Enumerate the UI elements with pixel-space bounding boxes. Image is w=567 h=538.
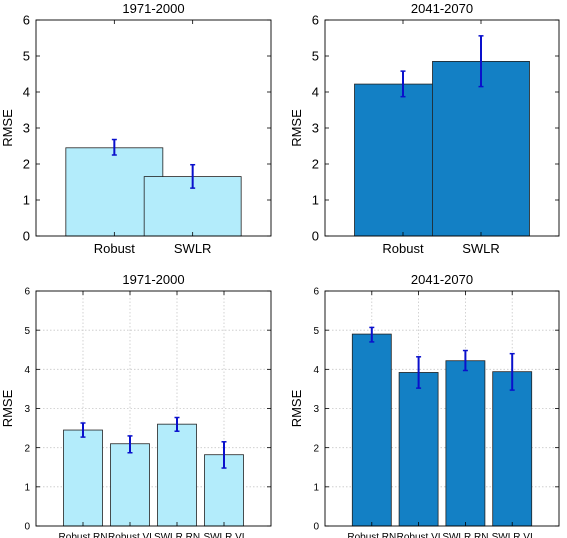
x-tick-label: Robust VI [108,532,152,538]
y-tick-label: 5 [23,49,30,64]
y-tick-label: 4 [313,365,319,376]
y-tick-label: 0 [313,522,319,533]
y-tick-label: 4 [24,365,30,376]
y-tick-label: 2 [24,443,30,454]
y-tick-label: 0 [312,229,319,244]
y-tick-label: 4 [23,85,30,100]
bar [432,61,530,237]
y-tick-label: 6 [23,13,30,28]
x-tick-label: SWLR VI [492,532,533,538]
y-tick-label: 1 [313,482,319,493]
y-tick-label: 2 [23,157,30,172]
y-tick-label: 0 [23,229,30,244]
y-tick-label: 3 [24,404,30,415]
y-tick-label: 3 [23,121,30,136]
y-axis-label: RMSE [289,389,304,427]
y-tick-label: 6 [313,287,319,298]
y-tick-label: 5 [313,326,319,337]
y-tick-label: 5 [24,326,30,337]
bar [63,429,103,527]
y-tick-label: 6 [24,287,30,298]
x-tick-label: Robust [382,241,424,256]
chart-panel-bottom-right: 2041-2070 RMSE 0 1 2 3 4 5 6 Robust RN Robust VI… [289,272,560,538]
bar [351,333,392,527]
x-tick-label: Robust VI [397,532,441,538]
chart-title: 2041-2070 [411,272,473,287]
chart-title: 1971-2000 [122,1,184,16]
y-tick-label: 2 [313,443,319,454]
y-tick-label: 1 [24,482,30,493]
bar [398,372,439,527]
chart-title: 2041-2070 [411,1,473,16]
y-tick-label: 5 [312,49,319,64]
bar [445,360,486,527]
bar [110,443,150,527]
y-tick-label: 1 [23,193,30,208]
y-axis-label: RMSE [289,109,304,147]
chart-panel-bottom-left: 1971-2000 RMSE 0 1 2 3 4 5 6 Robust RN Robust VI… [0,272,272,538]
y-tick-label: 3 [313,404,319,415]
x-tick-label: SWLR RN [442,532,488,538]
chart-panel-top-left: 1971-2000 RMSE 0 1 2 3 4 5 6 Robust SWLR [0,1,272,256]
bar [492,371,533,527]
bar [157,423,197,527]
y-tick-label: 1 [312,193,319,208]
y-axis-label: RMSE [0,389,15,427]
y-tick-label: 2 [312,157,319,172]
x-tick-label: Robust RN [347,532,396,538]
x-tick-label: SWLR [174,241,212,256]
y-tick-label: 6 [312,13,319,28]
x-tick-label: SWLR VI [203,532,244,538]
x-tick-label: Robust RN [59,532,108,538]
y-tick-label: 3 [312,121,319,136]
chart-panel-top-right: 2041-2070 RMSE 0 1 2 3 4 5 6 Robust SWLR [289,1,560,256]
y-tick-label: 4 [312,85,319,100]
x-tick-label: SWLR RN [154,532,200,538]
x-tick-label: Robust [94,241,136,256]
y-axis-label: RMSE [0,109,15,147]
chart-title: 1971-2000 [122,272,184,287]
y-tick-label: 0 [24,522,30,533]
x-tick-label: SWLR [462,241,500,256]
